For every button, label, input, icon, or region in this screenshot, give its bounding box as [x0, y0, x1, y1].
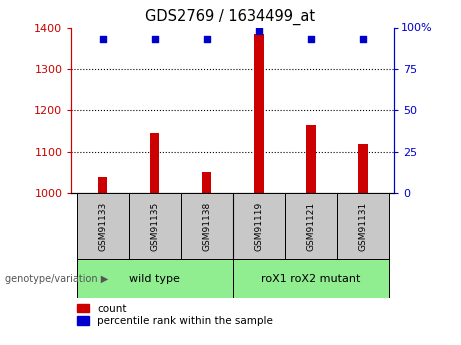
Bar: [202, 172, 212, 193]
Text: 100%: 100%: [401, 23, 432, 32]
Text: GSM91131: GSM91131: [358, 201, 367, 250]
FancyBboxPatch shape: [181, 193, 233, 259]
Point: [203, 37, 211, 42]
Bar: [254, 34, 264, 193]
Text: GSM91133: GSM91133: [98, 201, 107, 250]
FancyBboxPatch shape: [233, 259, 389, 298]
Point: [359, 37, 366, 42]
FancyBboxPatch shape: [77, 193, 129, 259]
Text: GSM91138: GSM91138: [202, 201, 211, 250]
Text: roX1 roX2 mutant: roX1 roX2 mutant: [261, 274, 361, 284]
Bar: [358, 144, 367, 193]
Legend: count, percentile rank within the sample: count, percentile rank within the sample: [77, 304, 273, 326]
FancyBboxPatch shape: [337, 193, 389, 259]
Point: [99, 37, 106, 42]
FancyBboxPatch shape: [285, 193, 337, 259]
FancyBboxPatch shape: [233, 193, 285, 259]
Bar: [150, 133, 160, 193]
Bar: [98, 177, 107, 193]
Point: [151, 37, 159, 42]
Point: [255, 28, 262, 34]
Text: GSM91119: GSM91119: [254, 201, 263, 250]
Text: genotype/variation ▶: genotype/variation ▶: [5, 274, 108, 284]
Text: wild type: wild type: [129, 274, 180, 284]
Text: GSM91121: GSM91121: [307, 201, 315, 250]
Text: GSM91135: GSM91135: [150, 201, 159, 250]
Bar: [306, 125, 316, 193]
Text: GDS2769 / 1634499_at: GDS2769 / 1634499_at: [145, 9, 316, 25]
FancyBboxPatch shape: [129, 193, 181, 259]
Point: [307, 37, 314, 42]
FancyBboxPatch shape: [77, 259, 233, 298]
